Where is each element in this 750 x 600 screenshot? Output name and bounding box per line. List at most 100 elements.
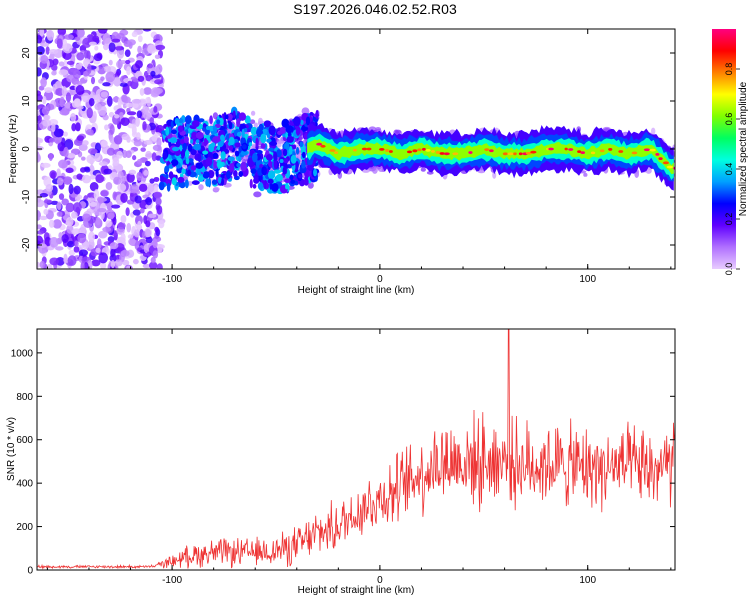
signal-blob (271, 182, 279, 192)
noise-blob (142, 121, 147, 131)
noise-blob (119, 82, 129, 87)
y-tick-label: 20 (21, 47, 32, 59)
signal-blob (295, 147, 300, 155)
noise-blob (100, 140, 108, 148)
signal-blob (283, 158, 289, 164)
signal-blob (238, 112, 247, 121)
y-tick-label: -20 (21, 237, 32, 252)
noise-blob (102, 114, 109, 121)
halo-blob (394, 129, 402, 134)
noise-blob (37, 243, 47, 248)
noise-blob (40, 77, 47, 88)
noise-blob (153, 105, 158, 113)
signal-blob (166, 183, 171, 192)
noise-blob (62, 51, 72, 61)
noise-blob (116, 150, 123, 159)
noise-blob (78, 249, 89, 257)
noise-blob (88, 231, 96, 243)
y-tick-label: 200 (16, 522, 33, 533)
ridge-peak (430, 150, 435, 153)
noise-blob (45, 183, 54, 192)
signal-blob (190, 148, 197, 156)
signal-blob (223, 119, 227, 128)
noise-blob (134, 195, 142, 204)
noise-blob (142, 105, 149, 115)
noise-blob (151, 152, 157, 162)
ridge-peak (422, 147, 426, 151)
signal-blob (268, 147, 275, 152)
noise-blob (150, 70, 156, 77)
signal-blob (228, 145, 233, 151)
noise-blob (119, 111, 124, 118)
noise-blob (48, 48, 59, 55)
ridge-peak (439, 152, 445, 155)
noise-blob (89, 181, 99, 192)
noise-blob (64, 34, 74, 40)
noise-blob (49, 237, 59, 248)
noise-blob (151, 134, 159, 142)
noise-blob (112, 191, 118, 201)
noise-blob (88, 41, 97, 46)
noise-blob (153, 176, 160, 182)
noise-blob (126, 111, 137, 116)
noise-blob (140, 147, 146, 152)
noise-blob (61, 234, 69, 243)
halo-blob (650, 127, 656, 135)
noise-blob (108, 42, 116, 53)
noise-blob (43, 90, 54, 101)
noise-blob (58, 61, 65, 67)
signal-blob (252, 183, 257, 189)
noise-blob (93, 189, 100, 201)
noise-blob (74, 240, 79, 247)
signal-blob (198, 174, 204, 183)
noise-blob (37, 151, 40, 163)
signal-blob (212, 136, 221, 144)
signal-blob (240, 150, 248, 156)
ridge-band (307, 133, 674, 180)
signal-blob (265, 154, 273, 161)
noise-blob (144, 228, 152, 238)
ridge-peak (599, 149, 605, 153)
noise-blob (80, 167, 86, 173)
noise-blob (62, 38, 68, 50)
signal-blob (255, 150, 263, 155)
signal-blob (257, 182, 264, 190)
noise-blob (98, 230, 108, 239)
noise-blob (57, 141, 66, 152)
noise-blob (82, 70, 89, 77)
signal-blob (234, 142, 241, 148)
ridge-peak (468, 151, 473, 154)
noise-blob (111, 38, 121, 43)
signal-blob (195, 131, 204, 139)
signal-blob (269, 141, 278, 146)
ridge-peak (513, 152, 517, 156)
noise-blob (82, 37, 92, 49)
signal-blob (185, 157, 190, 165)
ridge-peak (643, 148, 651, 152)
noise-blob (95, 217, 101, 226)
noise-blob (52, 58, 59, 66)
signal-blob (164, 165, 170, 173)
signal-blob (301, 151, 306, 159)
signal-blob (273, 159, 278, 170)
noise-blob (109, 124, 115, 135)
noise-blob (121, 176, 126, 185)
noise-blob (122, 149, 128, 158)
noise-blob (98, 161, 108, 167)
signal-blob (217, 176, 222, 184)
noise-blob (37, 235, 44, 246)
signal-blob (179, 173, 184, 178)
noise-blob (68, 249, 76, 256)
signal-blob (303, 178, 309, 186)
noise-blob (50, 200, 59, 206)
signal-blob (236, 131, 242, 137)
noise-blob (55, 246, 64, 251)
noise-blob (102, 226, 112, 233)
noise-blob (46, 29, 55, 41)
signal-blob (160, 175, 164, 182)
noise-blob (56, 201, 62, 210)
noise-blob (142, 263, 151, 269)
noise-blob (112, 216, 117, 226)
signal-blob (228, 121, 233, 130)
signal-blob (202, 171, 210, 179)
